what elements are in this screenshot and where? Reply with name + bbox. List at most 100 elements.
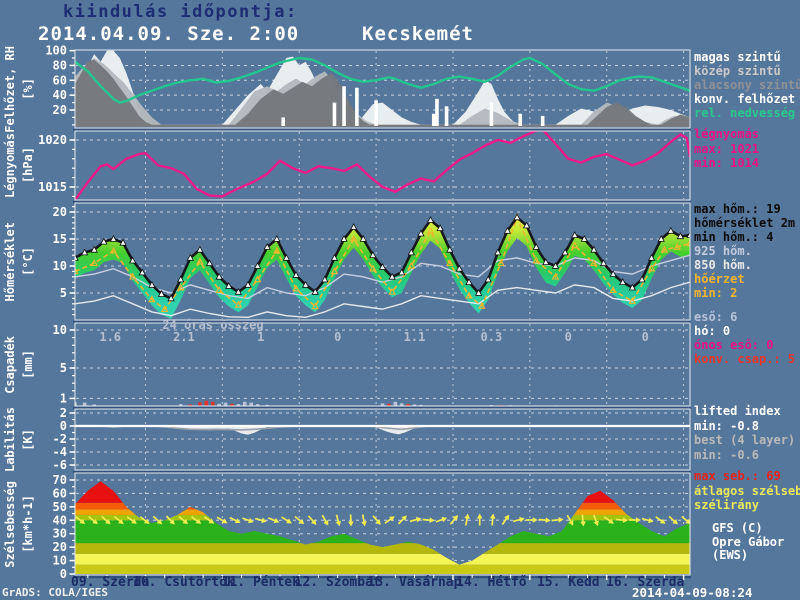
rain-bar: [419, 404, 423, 406]
panel-unit-lability-text: [K]: [21, 428, 35, 451]
panel-label-pressure-text: Légnyomás: [3, 132, 17, 199]
legend-min-hőm-4: min hőm.: 4: [694, 230, 774, 244]
day-label: 16. Szerda: [606, 575, 684, 590]
conv-precip-bar: [230, 403, 234, 406]
tick-label-lability: -4: [53, 445, 67, 459]
tick-label-lability: 0: [60, 419, 67, 433]
tick-label-clouds: 60: [53, 73, 67, 87]
rain-bar: [255, 404, 260, 406]
legend-hó-0: hó: 0: [694, 324, 731, 338]
tick-label-wind: 60: [53, 486, 67, 500]
wind-arrow: [178, 515, 189, 525]
panel-pressure-frame: [74, 130, 691, 201]
tick-label-clouds: 40: [53, 88, 67, 102]
pressure-line: [75, 131, 690, 200]
precip-day-sum: 1: [257, 330, 264, 344]
legend-közép-szintű: közép szintű: [694, 64, 781, 78]
cloud-panel-series: [75, 50, 690, 127]
wind-arrow: [655, 516, 666, 524]
tick-label-lability: -2: [53, 432, 67, 446]
wind-arrow: [603, 516, 614, 524]
wind-arrow: [101, 515, 111, 525]
wind-arrow: [384, 516, 395, 524]
legend-magas-szintű: magas szintű: [694, 50, 781, 64]
legend-max-hőm-19: max hőm.: 19: [694, 202, 781, 216]
wind-arrow: [294, 515, 305, 525]
wind-arrow: [139, 515, 150, 525]
tick-label-pressure: 1020: [38, 133, 67, 147]
day-label: 15. Kedd: [537, 575, 600, 590]
panel-label-pressure: Légnyomás: [2, 131, 18, 200]
precip-day-sum: 1.6: [99, 330, 121, 344]
panel-unit-temp-text: [°C]: [21, 247, 35, 276]
panel-label-lability-text: Labilitás: [3, 406, 17, 473]
wind-arrow: [628, 517, 641, 523]
precip-day-sum: 1.1: [404, 330, 426, 344]
rain-bar: [380, 403, 385, 406]
wind-arrow: [397, 515, 407, 525]
conv-precip-bar: [198, 402, 202, 406]
wind-arrow: [321, 514, 329, 526]
day-label: 14. Hétfő: [456, 575, 527, 590]
creation-timestamp: 2014-04-09-08:24: [632, 585, 753, 600]
conv-precip-bar: [210, 401, 215, 406]
wind-series: [75, 481, 690, 574]
legend-min-0-8: min: -0.8: [694, 418, 760, 433]
panel-label-clouds-text: Felhőzet, RH: [3, 45, 17, 133]
conv-cloud-bar: [540, 115, 545, 126]
tick-label-wind: 70: [53, 473, 67, 487]
panel-label-clouds: Felhőzet, RH: [2, 46, 18, 133]
rain-bar: [393, 401, 398, 406]
panel-unit-pressure: [hPa]: [20, 131, 36, 200]
legend-átlagos-szélseb-: átlagos szélseb.: [694, 483, 800, 498]
tick-label-clouds: 20: [53, 103, 67, 117]
conv-cloud-bar: [332, 102, 337, 126]
tick-label-temp: 5: [60, 286, 67, 300]
panel-label-temp: Hőmérséklet: [2, 203, 18, 320]
day-label: 12. Szombat: [295, 575, 381, 590]
wind-arrow: [566, 514, 574, 526]
wind-arrow: [152, 515, 163, 525]
panel-unit-temp: [°C]: [20, 203, 36, 320]
wind-arrow: [464, 513, 470, 526]
rain-bar: [217, 403, 221, 406]
tick-label-pressure: 1015: [38, 180, 67, 194]
wind-arrow: [525, 517, 538, 523]
conv-precip-bar: [406, 404, 410, 406]
precip-day-sum: 0: [642, 330, 649, 344]
panel-unit-wind-text: [km*h-1]: [21, 495, 35, 553]
lability-series: [75, 424, 690, 435]
wind-arrow: [335, 514, 341, 527]
legend-min-1014: min: 1014: [694, 156, 760, 170]
wind-arrow: [203, 516, 215, 524]
tick-label-clouds: 100: [45, 44, 67, 58]
conv-precip-bar: [204, 400, 209, 406]
wind-arrow: [615, 517, 628, 523]
tick-label-lability: -6: [53, 458, 67, 472]
tick-label-wind: 10: [53, 554, 67, 568]
wind-arrow: [307, 515, 317, 525]
tick-label-temp: 10: [53, 259, 67, 273]
wind-arrow: [435, 516, 448, 523]
panel-unit-pressure-text: [hPa]: [21, 147, 35, 184]
rain-bar: [236, 404, 241, 406]
precip-series: [75, 400, 558, 406]
panel-label-wind: Szélsebesség: [2, 473, 18, 575]
temperature-series: [75, 213, 690, 319]
panel-lability-frame: [74, 408, 691, 471]
wind-arrow: [126, 516, 137, 524]
rain-bar: [399, 403, 404, 406]
legend-max-1021: max: 1021: [694, 141, 760, 156]
wind-arrow: [216, 516, 228, 524]
grads-credit: GrADS: COLA/IGES: [2, 586, 108, 599]
rh-line: [75, 56, 690, 104]
panel-label-precip: Csapadék: [2, 323, 18, 406]
conv-cloud-bar: [342, 86, 346, 126]
lifted-index-area: [75, 426, 690, 435]
tick-label-wind: 40: [53, 513, 67, 527]
legend-best-4-layer-: best (4 layer): [694, 433, 796, 447]
conv-precip-bar: [188, 404, 193, 406]
wind-arrow: [551, 517, 564, 523]
